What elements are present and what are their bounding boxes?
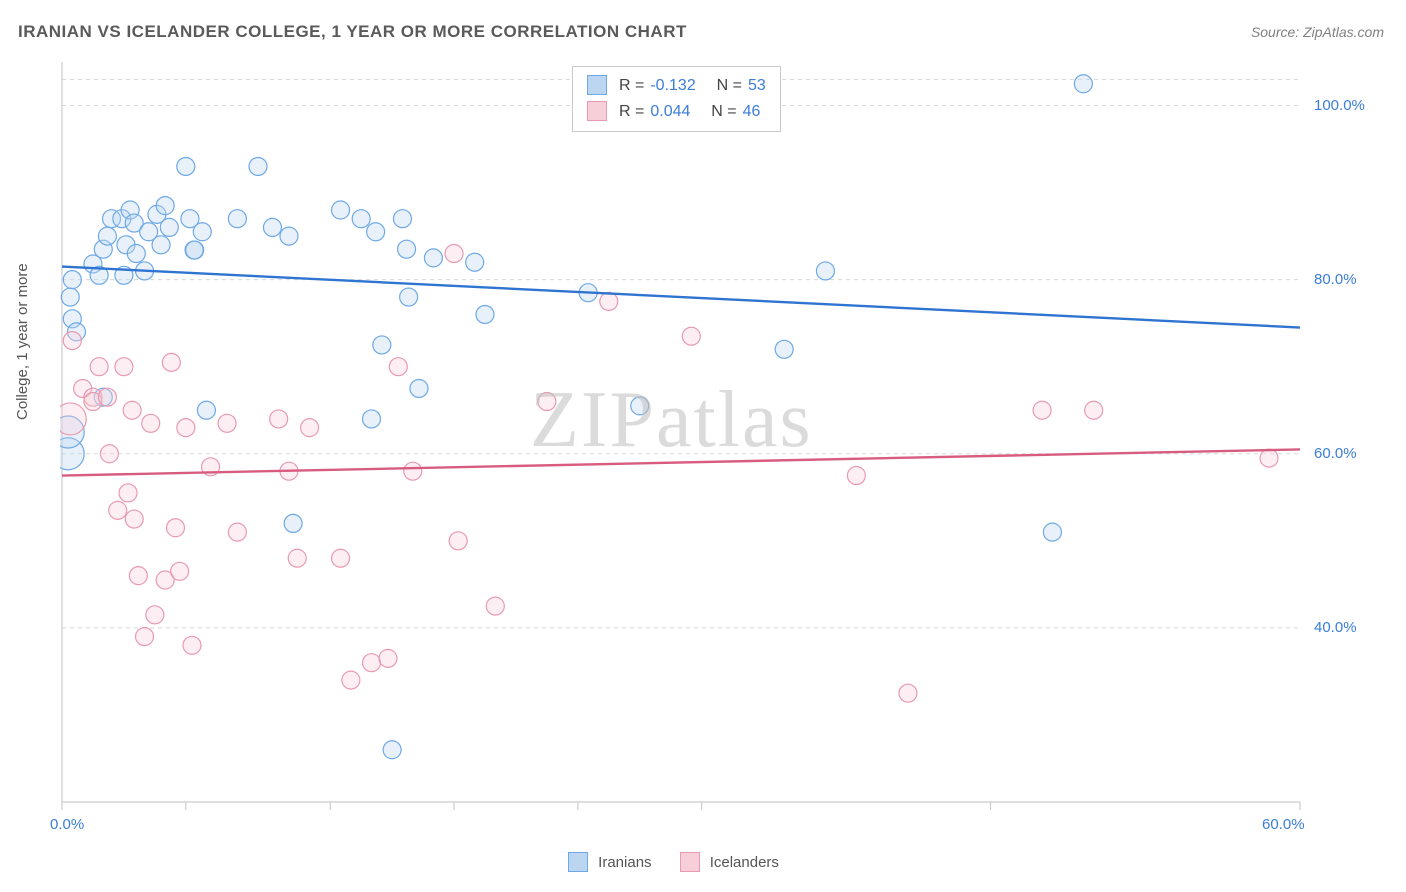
legend-row-iranians: R = -0.132 N = 53 <box>587 73 766 99</box>
y-tick-label: 80.0% <box>1314 271 1357 288</box>
r-value: -0.132 <box>650 73 695 99</box>
r-label: R = <box>619 73 644 99</box>
source-attribution: Source: ZipAtlas.com <box>1251 24 1384 40</box>
legend-item-icelanders: Icelanders <box>680 853 779 873</box>
legend-label: Iranians <box>598 854 651 871</box>
x-tick-label: 60.0% <box>1262 816 1305 833</box>
r-value: 0.044 <box>650 99 690 125</box>
n-label: N = <box>717 73 742 99</box>
legend-label: Icelanders <box>710 854 779 871</box>
y-axis-label: College, 1 year or more <box>14 263 31 420</box>
n-value: 53 <box>748 73 766 99</box>
swatch-icon <box>680 852 700 872</box>
y-tick-label: 40.0% <box>1314 619 1357 636</box>
chart-title: IRANIAN VS ICELANDER COLLEGE, 1 YEAR OR … <box>18 22 687 42</box>
swatch-icon <box>587 75 607 95</box>
scatter-chart <box>60 60 1380 820</box>
x-tick-label: 0.0% <box>50 816 84 833</box>
y-tick-label: 100.0% <box>1314 97 1365 114</box>
legend-item-iranians: Iranians <box>568 853 652 873</box>
series-legend: Iranians Icelanders <box>568 853 779 873</box>
r-label: R = <box>619 99 644 125</box>
swatch-icon <box>587 101 607 121</box>
y-tick-label: 60.0% <box>1314 445 1357 462</box>
n-value: 46 <box>743 99 761 125</box>
legend-row-icelanders: R = 0.044 N = 46 <box>587 99 766 125</box>
correlation-legend: R = -0.132 N = 53 R = 0.044 N = 46 <box>572 66 781 132</box>
swatch-icon <box>568 852 588 872</box>
n-label: N = <box>711 99 736 125</box>
